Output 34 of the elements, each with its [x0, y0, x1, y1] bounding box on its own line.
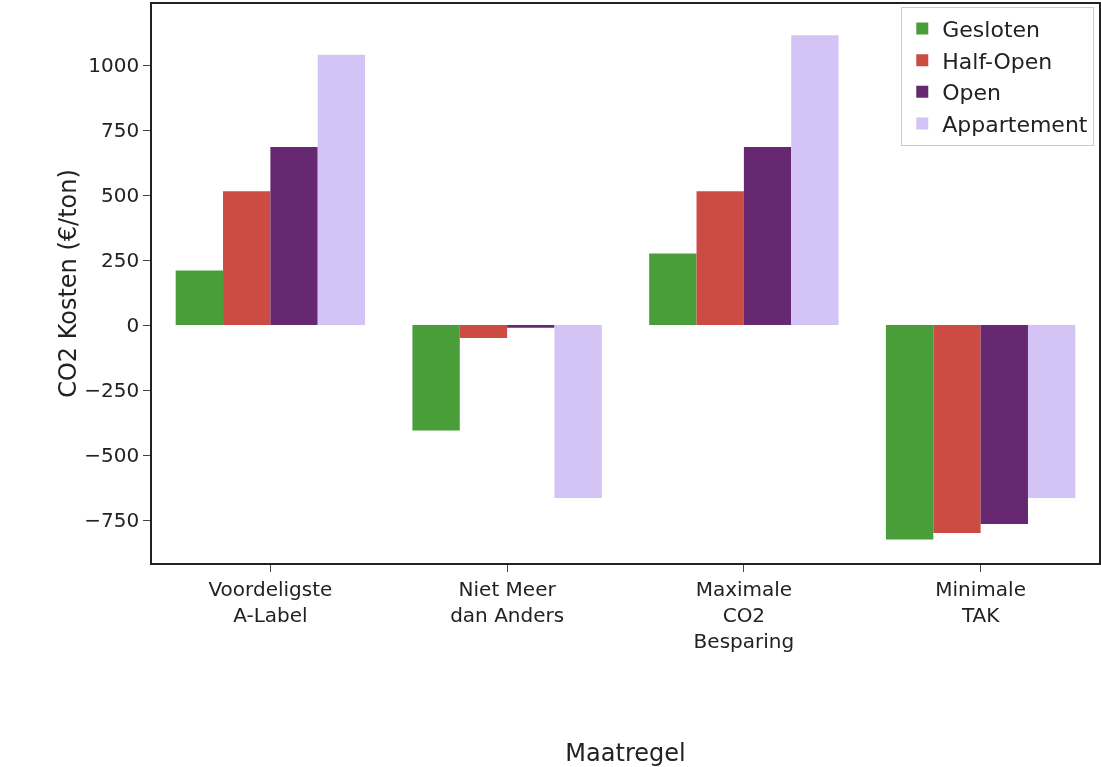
bar	[175, 270, 224, 326]
bar	[223, 191, 271, 326]
x-tick-label: Maximale CO2 Besparing	[693, 576, 795, 653]
bar	[1027, 325, 1076, 498]
y-tick-label: 0	[126, 313, 140, 338]
bar	[791, 35, 839, 326]
legend-label: Gesloten	[942, 17, 1040, 43]
legend-label: Appartement	[942, 111, 1088, 137]
bar	[412, 325, 460, 431]
y-tick-label: 250	[101, 248, 140, 273]
x-tick-label: Minimale TAK	[935, 576, 1026, 627]
x-tick-label: Voordeligste A-Label	[208, 576, 333, 627]
bar	[459, 325, 508, 339]
y-tick-label: −750	[84, 508, 140, 533]
bar	[507, 325, 555, 328]
bar	[933, 325, 981, 534]
bar	[696, 191, 744, 326]
legend-label: Open	[942, 80, 1002, 106]
y-tick-label: −500	[84, 443, 140, 468]
bar	[885, 325, 934, 540]
x-axis-title: Maatregel	[565, 739, 686, 767]
y-axis-title: CO2 Kosten (€/ton)	[54, 169, 83, 398]
x-tick-label: Niet Meer dan Anders	[450, 576, 565, 627]
y-tick-label: 1000	[88, 53, 140, 78]
bar	[270, 147, 318, 326]
bar	[317, 54, 366, 326]
legend-label: Half-Open	[942, 48, 1053, 74]
bar	[554, 325, 602, 498]
y-tick-label: −250	[84, 378, 140, 403]
bar	[649, 253, 697, 326]
y-tick-label: 500	[101, 183, 140, 208]
y-tick-label: 750	[101, 118, 140, 143]
bar	[980, 325, 1028, 524]
bar	[743, 147, 792, 326]
